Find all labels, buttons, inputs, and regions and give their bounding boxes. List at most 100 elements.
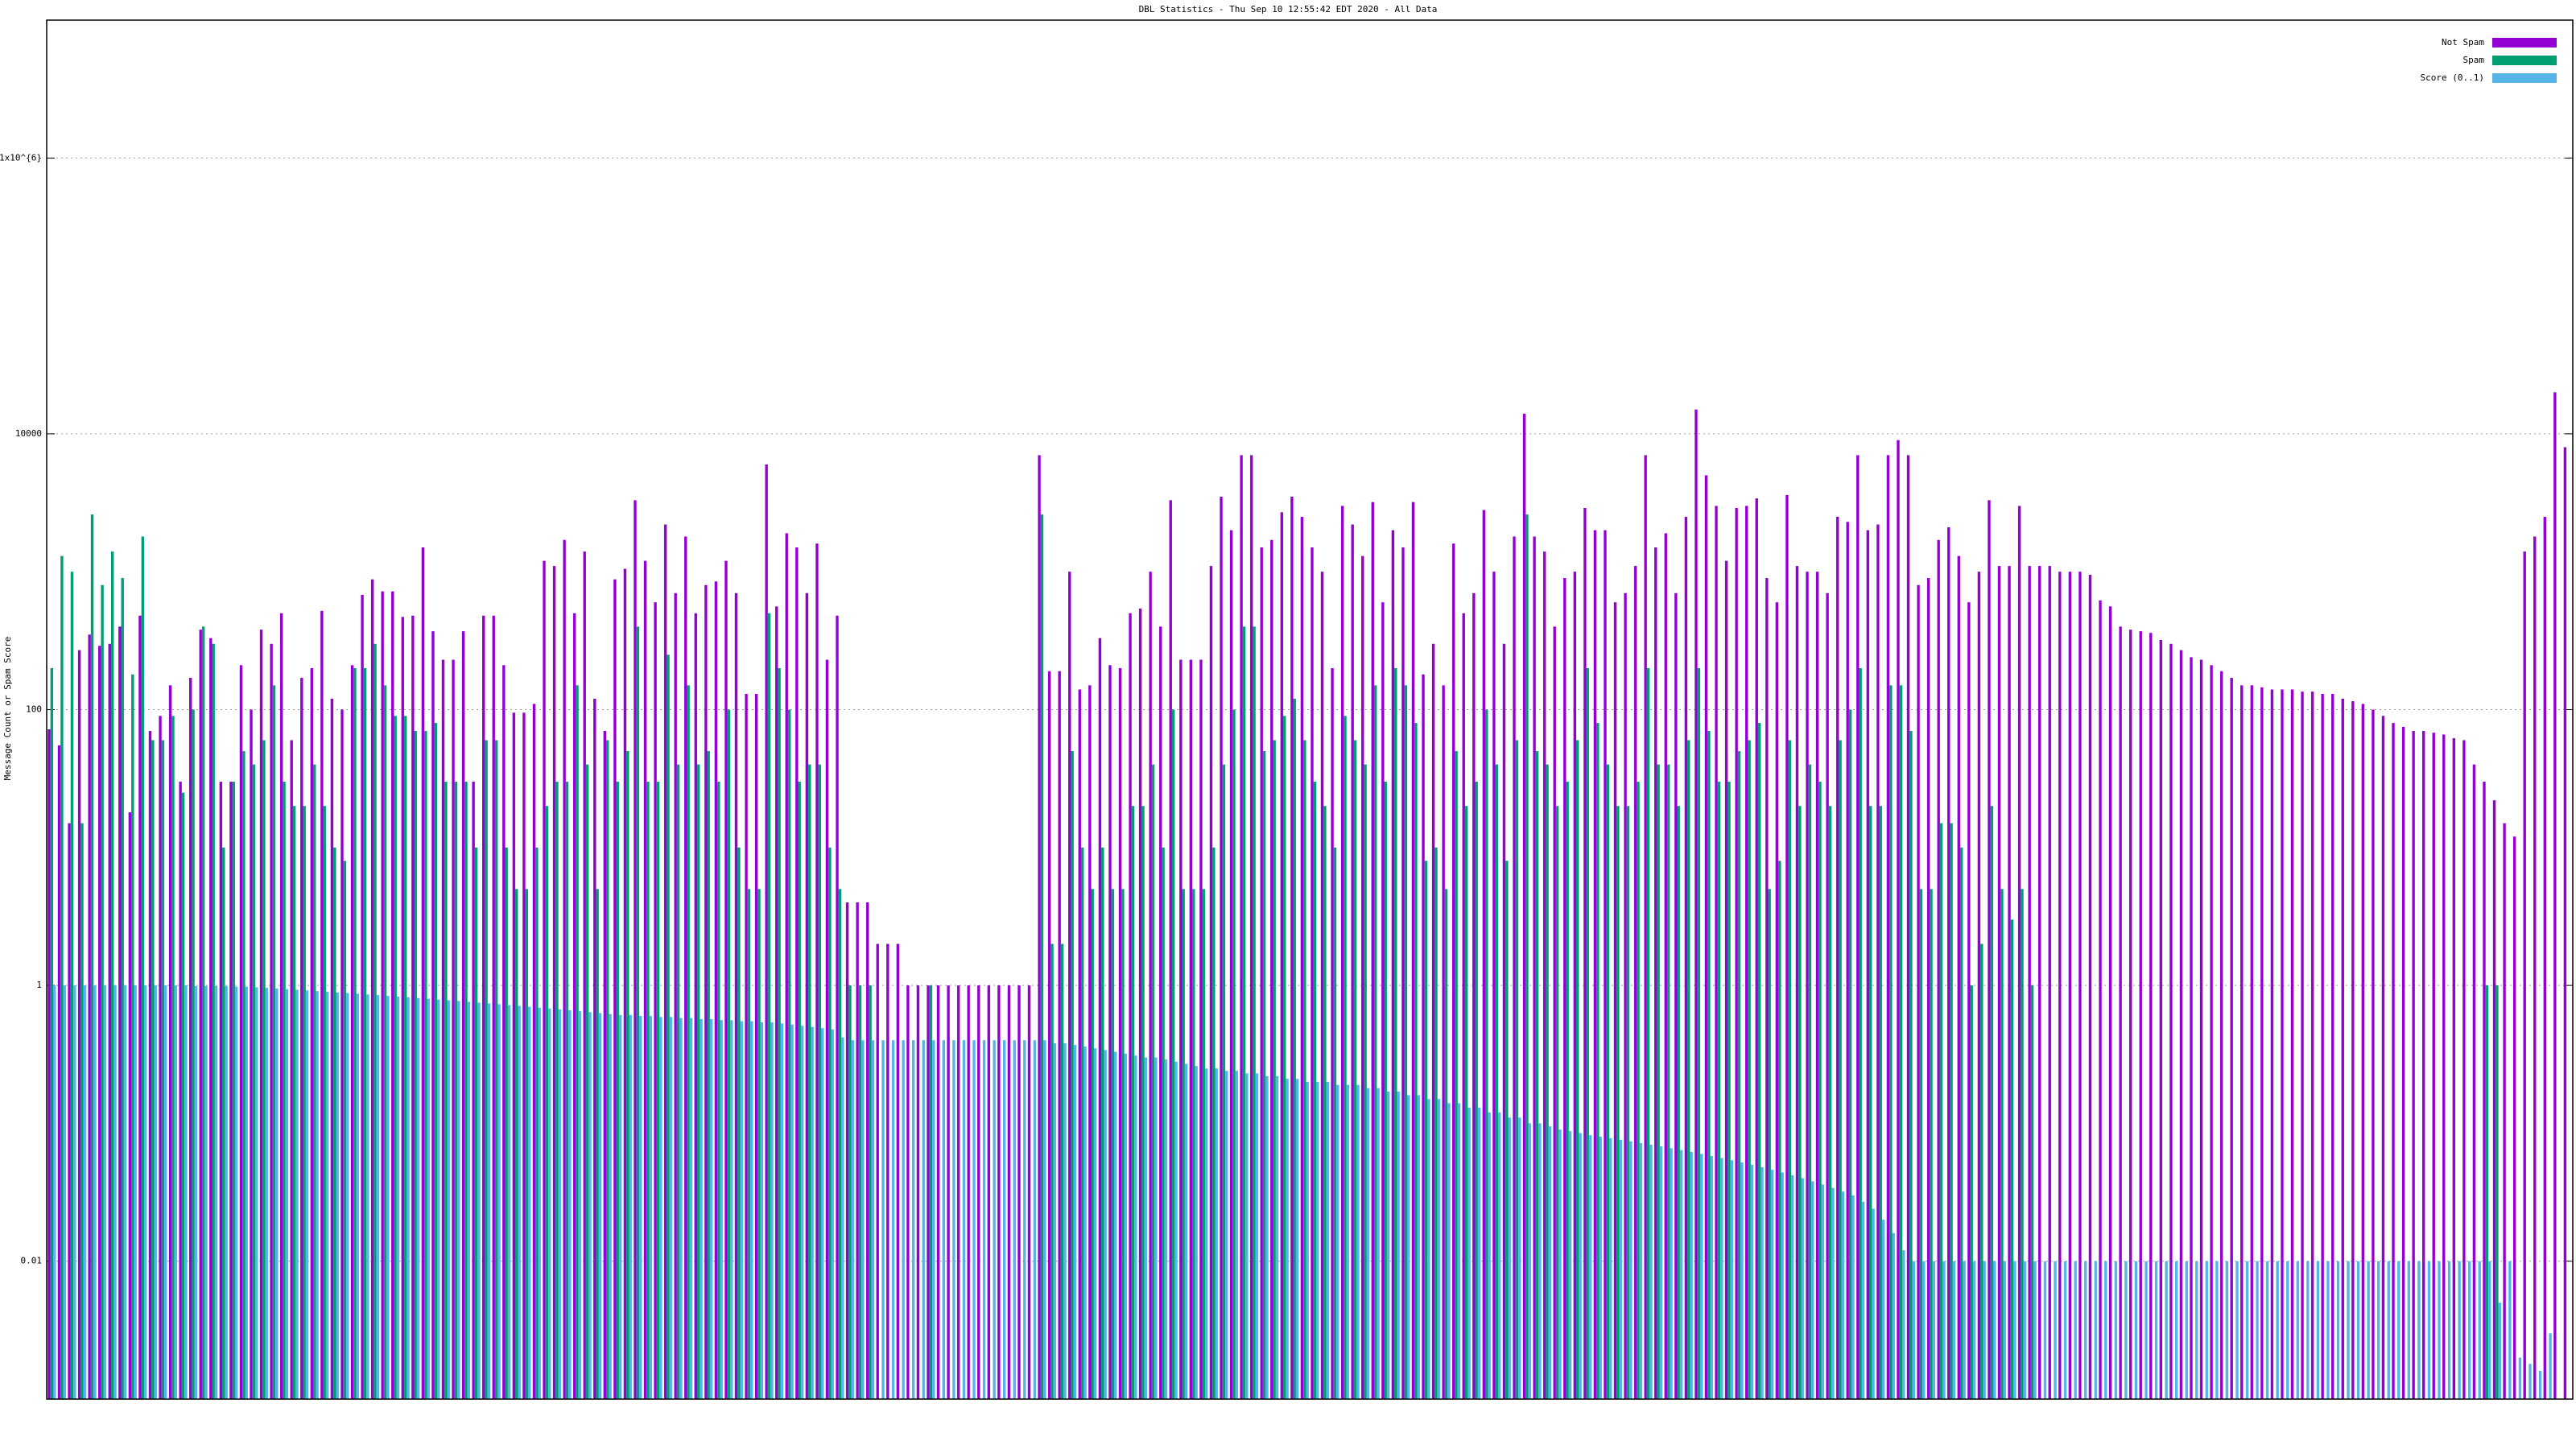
bar — [758, 889, 761, 1399]
bar — [2331, 693, 2334, 1399]
bar — [1583, 507, 1587, 1399]
bar — [1781, 1172, 1784, 1399]
bar — [98, 646, 101, 1399]
bar — [1053, 1043, 1057, 1399]
bar — [1397, 1091, 1400, 1399]
bar — [134, 985, 137, 1399]
bar — [1353, 740, 1357, 1399]
bar — [184, 985, 188, 1399]
bar — [1639, 1142, 1643, 1399]
bar — [1728, 782, 1731, 1399]
bar — [1364, 764, 1367, 1399]
bar — [578, 1011, 582, 1399]
bar — [1677, 806, 1680, 1399]
bar — [2438, 1261, 2441, 1399]
bar — [374, 643, 377, 1399]
bar — [2407, 1261, 2411, 1399]
bar — [381, 591, 384, 1399]
bar — [972, 1040, 976, 1399]
bar — [128, 812, 132, 1399]
bar — [1657, 764, 1660, 1399]
bar — [525, 889, 528, 1399]
bar — [962, 1040, 966, 1399]
bar — [2265, 1261, 2269, 1399]
bar — [2235, 1261, 2239, 1399]
bar — [431, 631, 435, 1399]
bar — [1043, 1040, 1046, 1399]
bar — [2427, 1261, 2431, 1399]
bar — [1171, 709, 1175, 1399]
bar — [1071, 751, 1074, 1399]
bar — [1209, 566, 1213, 1400]
bar — [1744, 506, 1748, 1399]
y-tick-label: 1 — [36, 980, 42, 990]
bar — [2326, 1261, 2330, 1399]
bar — [1575, 740, 1579, 1399]
bar — [1886, 455, 1890, 1399]
bar — [997, 985, 1001, 1399]
bar — [454, 782, 458, 1399]
bar — [403, 716, 407, 1399]
bar — [1518, 1117, 1521, 1399]
bar — [394, 716, 397, 1399]
bar — [1240, 455, 1243, 1399]
bar — [1391, 530, 1395, 1399]
bar — [2037, 566, 2041, 1400]
bar — [1394, 667, 1397, 1399]
bar — [993, 1040, 996, 1399]
bar — [103, 985, 107, 1399]
bar — [1952, 1261, 1956, 1399]
bar — [57, 745, 61, 1399]
bar — [704, 584, 708, 1399]
bar — [1525, 514, 1529, 1400]
bar — [262, 740, 266, 1399]
bar — [1828, 806, 1832, 1399]
bar — [558, 1009, 562, 1399]
bar — [588, 1012, 592, 1399]
bar — [684, 536, 687, 1399]
bar — [1333, 847, 1337, 1399]
bar — [1414, 723, 1418, 1399]
bar — [333, 847, 336, 1399]
bar — [765, 464, 768, 1399]
bar — [1919, 889, 1923, 1399]
bar — [108, 643, 111, 1399]
bar — [1619, 1139, 1622, 1399]
bar — [552, 566, 556, 1400]
bar — [576, 685, 579, 1399]
bar — [1533, 536, 1536, 1399]
bar — [252, 764, 256, 1399]
y-tick-label: 1x10^{6} — [0, 152, 42, 163]
bar — [2310, 691, 2314, 1399]
bar — [219, 782, 223, 1399]
bar — [1993, 1261, 1996, 1399]
bar — [548, 1008, 551, 1399]
bar — [1579, 1133, 1582, 1399]
bar — [1088, 685, 1092, 1399]
bar — [1192, 889, 1195, 1399]
bar — [204, 985, 208, 1399]
bar — [598, 1013, 602, 1399]
bar — [279, 613, 283, 1399]
bar — [234, 986, 238, 1399]
bar — [1215, 1068, 1218, 1399]
bar — [1442, 685, 1445, 1399]
bar — [325, 991, 329, 1399]
bar — [1856, 455, 1860, 1399]
bar — [1311, 547, 1314, 1399]
bar — [141, 536, 145, 1399]
bar — [838, 889, 842, 1399]
bar — [535, 847, 539, 1399]
bar — [2458, 1261, 2461, 1399]
bar — [2245, 1261, 2249, 1399]
bar — [730, 1020, 733, 1399]
bar — [83, 985, 87, 1399]
bar — [1422, 674, 1425, 1399]
bar — [1472, 592, 1476, 1399]
bar — [1275, 1075, 1279, 1399]
bar — [1134, 1055, 1137, 1399]
bar — [1555, 806, 1559, 1399]
bar — [1435, 847, 1438, 1399]
bar — [159, 716, 162, 1399]
bar — [1644, 455, 1647, 1399]
